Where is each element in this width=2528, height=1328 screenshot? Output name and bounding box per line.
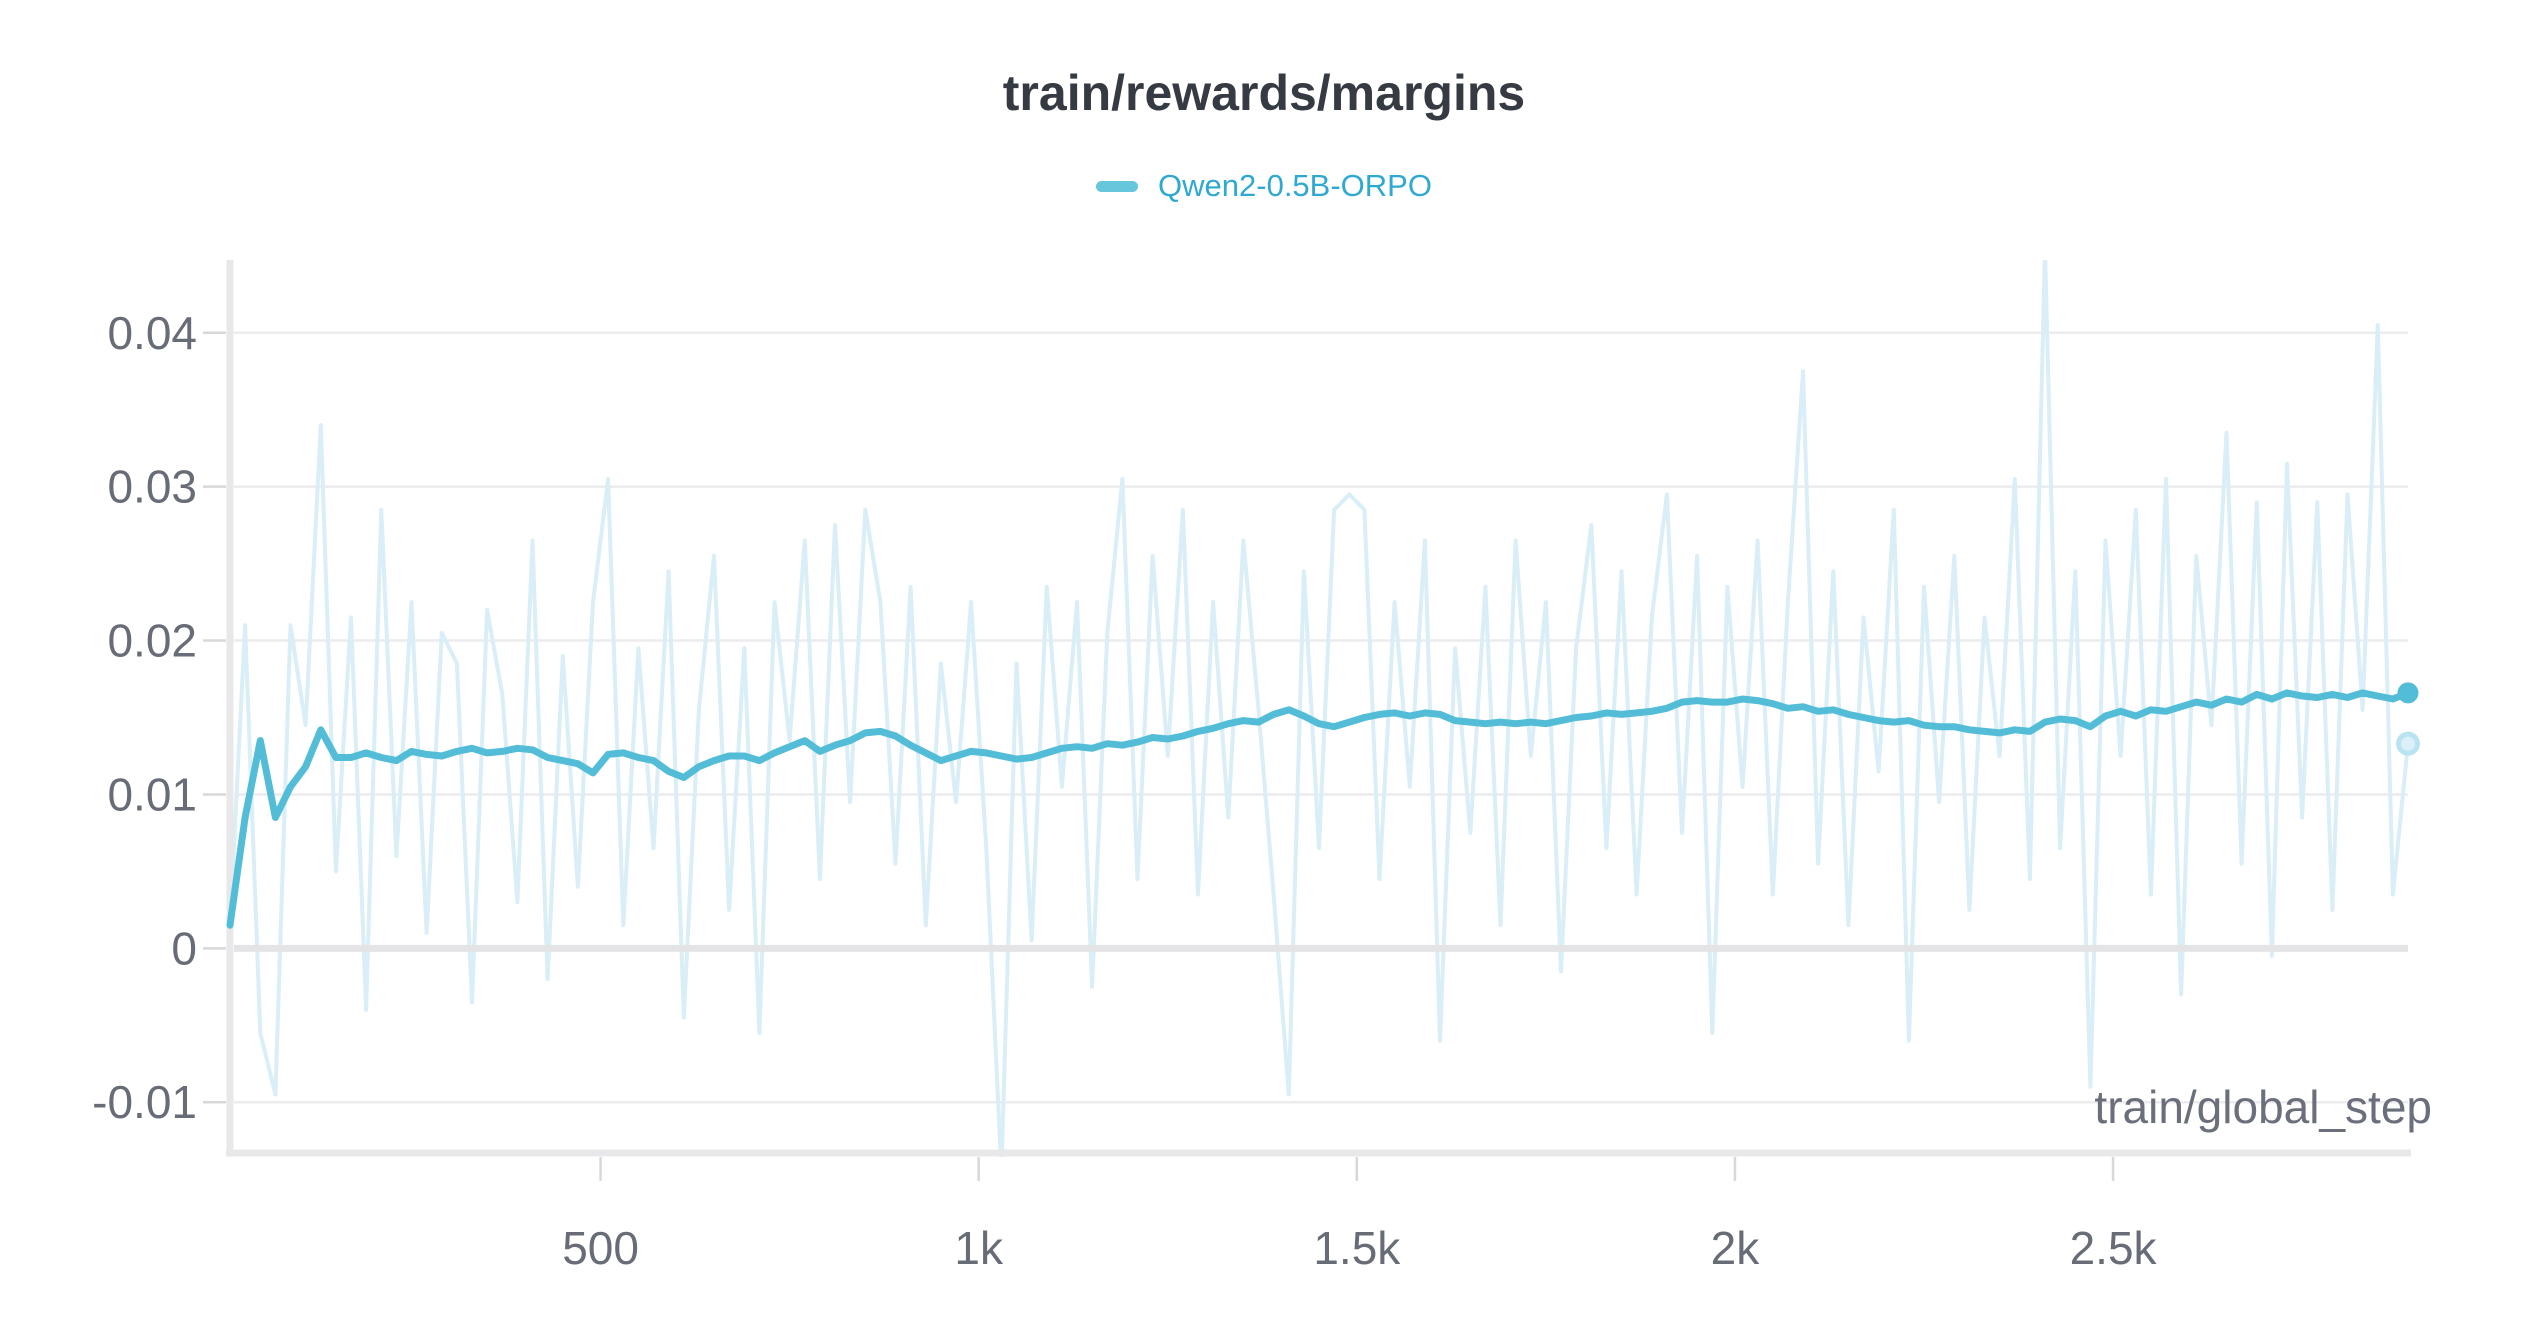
- raw-last-point-ring-marker: [2396, 731, 2420, 756]
- y-tick-label: 0.04: [107, 307, 197, 359]
- legend-run-label[interactable]: Qwen2-0.5B-ORPO: [1158, 168, 1432, 203]
- x-axis-title: train/global_step: [2094, 1081, 2432, 1133]
- x-tick-label: 500: [562, 1222, 639, 1274]
- legend-line-swatch: [1096, 180, 1139, 192]
- chart-legend: Qwen2-0.5B-ORPO: [0, 168, 2528, 204]
- x-tick-label: 1k: [954, 1222, 1004, 1274]
- y-tick-label: 0.03: [107, 461, 197, 513]
- x-tick-label: 2.5k: [2070, 1222, 2158, 1274]
- chart-title: train/rewards/margins: [1002, 65, 1526, 121]
- y-tick-label: 0.02: [107, 615, 197, 667]
- y-tick-label: -0.01: [92, 1076, 197, 1128]
- smoothed-series-line: [226, 689, 2412, 929]
- x-tick-label: 2k: [1711, 1222, 1761, 1274]
- smoothed-last-point-dot-marker: [2397, 682, 2419, 704]
- y-tick-label: 0: [171, 922, 197, 974]
- x-tick-label: 1.5k: [1313, 1222, 1401, 1274]
- y-tick-label: 0.01: [107, 768, 197, 820]
- raw-series-line: [228, 260, 2410, 1157]
